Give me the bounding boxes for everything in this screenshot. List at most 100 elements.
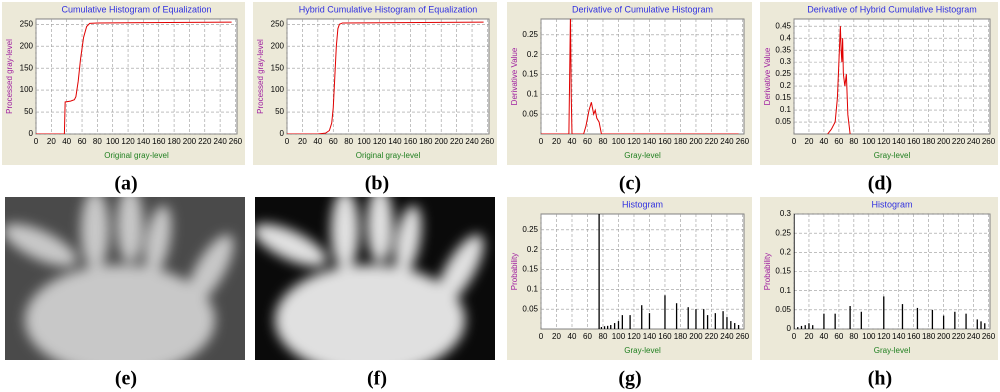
y-axis-label: Probability <box>510 253 519 290</box>
y-tick-label: 0.2 <box>780 81 792 90</box>
chart-title: Cumulative Histogram of Equalization <box>61 4 211 14</box>
y-tick-label: 0.15 <box>522 70 538 79</box>
x-tick-label: 260 <box>982 137 996 146</box>
y-tick-label: 0.15 <box>775 267 791 276</box>
x-tick-label: 40 <box>62 137 71 146</box>
x-tick-label: 240 <box>967 332 981 341</box>
y-axis-label: Derivative Value <box>763 47 772 105</box>
y-tick-label: 0.4 <box>780 33 792 42</box>
y-tick-label: 0.25 <box>775 228 791 237</box>
chart-panel: Derivative of Cumulative Histogram Gray-l… <box>507 2 752 165</box>
x-tick-label: 240 <box>720 332 734 341</box>
x-tick-label: 200 <box>937 332 951 341</box>
x-tick-label: 220 <box>705 332 719 341</box>
x-tick-label: 160 <box>152 137 166 146</box>
chart-panel: Hybrid Cumulative Histogram of Equalizat… <box>253 2 497 165</box>
panel-label: (h) <box>868 368 892 390</box>
x-tick-label: 120 <box>627 332 641 341</box>
y-tick-label: 0 <box>280 129 285 138</box>
y-tick-label: 100 <box>20 85 34 94</box>
chart-title: Hybrid Cumulative Histogram of Equalizat… <box>299 4 478 14</box>
panel-label: (a) <box>114 173 137 195</box>
x-tick-label: 60 <box>583 332 592 341</box>
x-tick-label: 20 <box>298 137 307 146</box>
panel-label: (f) <box>367 368 387 390</box>
y-tick-label: 50 <box>24 107 33 116</box>
y-tick-label: 200 <box>20 41 34 50</box>
y-axis-label: Derivative Value <box>510 47 519 105</box>
x-tick-label: 20 <box>805 137 814 146</box>
image-f <box>255 197 495 360</box>
panel-label: (b) <box>365 173 389 195</box>
x-tick-label: 220 <box>198 137 212 146</box>
x-tick-label: 140 <box>643 332 657 341</box>
x-tick-label: 160 <box>907 332 921 341</box>
y-tick-label: 0 <box>29 129 34 138</box>
x-tick-label: 260 <box>481 137 495 146</box>
x-tick-label: 220 <box>952 137 966 146</box>
y-tick-label: 0.25 <box>522 225 538 234</box>
x-tick-label: 180 <box>674 137 688 146</box>
x-tick-label: 140 <box>892 332 906 341</box>
x-tick-label: 180 <box>922 137 936 146</box>
data-line <box>36 21 232 134</box>
x-tick-label: 140 <box>388 137 402 146</box>
x-tick-label: 180 <box>167 137 181 146</box>
y-tick-label: 0.1 <box>527 89 539 98</box>
y-tick-label: 250 <box>20 19 34 28</box>
x-tick-label: 220 <box>450 137 464 146</box>
x-tick-label: 240 <box>967 137 981 146</box>
x-tick-label: 40 <box>568 332 577 341</box>
panel-label: (d) <box>868 173 892 195</box>
x-tick-label: 20 <box>47 137 56 146</box>
x-tick-label: 100 <box>612 332 626 341</box>
x-axis-label: Original gray-level <box>104 151 169 160</box>
y-tick-label: 150 <box>20 63 34 72</box>
x-tick-label: 160 <box>907 137 921 146</box>
chart-panel: Histogram Gray-level Probability 0 20 40 60 80 1… <box>507 197 752 360</box>
chart-panel: Derivative of Hybrid Cumulative Histogra… <box>760 2 998 165</box>
x-axis-label: Gray-level <box>624 151 661 160</box>
x-tick-label: 80 <box>344 137 353 146</box>
x-tick-label: 260 <box>229 137 243 146</box>
x-tick-label: 100 <box>357 137 371 146</box>
x-tick-label: 40 <box>568 137 577 146</box>
x-tick-label: 0 <box>539 137 544 146</box>
y-tick-label: 0.1 <box>527 284 539 293</box>
panel-label: (c) <box>619 173 641 195</box>
x-tick-label: 80 <box>849 332 858 341</box>
y-tick-label: 0.15 <box>775 93 791 102</box>
chart-title: Derivative of Hybrid Cumulative Histogra… <box>807 4 977 14</box>
y-tick-label: 0.05 <box>775 117 791 126</box>
x-tick-label: 260 <box>736 332 750 341</box>
panel-label: (g) <box>618 368 641 390</box>
x-tick-label: 120 <box>877 332 891 341</box>
plot-area <box>286 18 490 135</box>
x-tick-label: 80 <box>93 137 102 146</box>
x-tick-label: 0 <box>539 332 544 341</box>
panel-label: (e) <box>115 368 137 390</box>
x-tick-label: 260 <box>982 332 996 341</box>
chart-panel: Histogram Gray-level Probability 0 20 40 60 80 1… <box>760 197 998 360</box>
x-tick-label: 80 <box>599 137 608 146</box>
x-tick-label: 200 <box>689 137 703 146</box>
x-tick-label: 20 <box>805 332 814 341</box>
y-tick-label: 0 <box>787 324 792 333</box>
y-tick-label: 0.2 <box>780 247 792 256</box>
x-tick-label: 180 <box>419 137 433 146</box>
x-tick-label: 60 <box>78 137 87 146</box>
x-tick-label: 160 <box>658 332 672 341</box>
y-axis-label: Processed gray-level <box>256 39 265 114</box>
data-line <box>827 26 851 134</box>
x-tick-label: 80 <box>599 332 608 341</box>
chart-title: Histogram <box>871 199 912 209</box>
x-tick-label: 200 <box>435 137 449 146</box>
y-tick-label: 0.25 <box>775 69 791 78</box>
x-tick-label: 220 <box>705 137 719 146</box>
x-tick-label: 240 <box>213 137 227 146</box>
y-tick-label: 0.25 <box>522 30 538 39</box>
x-tick-label: 220 <box>952 332 966 341</box>
x-axis-label: Original gray-level <box>356 151 421 160</box>
y-tick-label: 0.1 <box>780 105 792 114</box>
